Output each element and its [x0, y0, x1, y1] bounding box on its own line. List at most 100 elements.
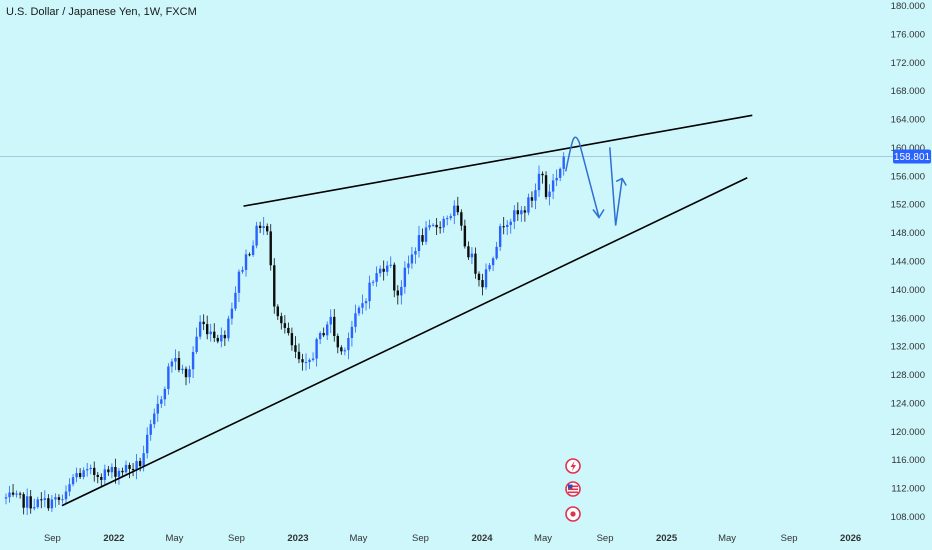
candle-body [100, 476, 103, 480]
candle-body [188, 369, 191, 378]
candle-body [498, 226, 502, 247]
candle-body [562, 156, 565, 169]
candle-body [244, 254, 248, 270]
candle-body [364, 301, 368, 304]
candle-body [78, 473, 82, 477]
candle-body [251, 245, 255, 256]
y-tick-label: 168.000 [891, 86, 925, 97]
candle-body [85, 469, 89, 471]
candle-body [156, 403, 159, 414]
candle-body [474, 253, 477, 274]
candle-body [25, 496, 29, 508]
candle-body [294, 345, 297, 352]
candle-body [534, 190, 537, 201]
x-tick-label: Sep [228, 533, 245, 544]
us-flag-icon[interactable] [565, 481, 581, 497]
x-tick-label: 2022 [103, 533, 124, 544]
candle-body [435, 224, 438, 228]
candle-body [198, 321, 202, 337]
candle-body [33, 507, 36, 509]
candle-body [89, 467, 92, 470]
event-icons[interactable] [565, 458, 581, 522]
candle-body [138, 461, 142, 467]
candle-body [131, 468, 135, 471]
candle-body [484, 269, 488, 288]
candle-body [170, 361, 174, 367]
projection-up-leg [609, 147, 623, 226]
y-tick-label: 176.000 [891, 29, 925, 40]
candle-body [438, 227, 442, 229]
candle-body [273, 265, 276, 307]
candle-body [297, 351, 301, 360]
candle-body [378, 268, 382, 274]
record-icon[interactable] [565, 506, 581, 522]
candle-body [230, 308, 234, 319]
candle-body [308, 359, 311, 363]
candle-body [177, 357, 181, 370]
candles-layer [4, 152, 565, 515]
candle-body [103, 469, 107, 480]
candle-body [216, 337, 219, 342]
candle-body [520, 210, 523, 215]
candle-body [523, 210, 527, 213]
candle-body [350, 326, 354, 339]
projection-down-leg [564, 136, 600, 218]
candle-body [93, 467, 96, 475]
x-tick-label: 2023 [287, 533, 308, 544]
candle-body [301, 359, 304, 363]
candle-body [68, 484, 71, 492]
candle-body [513, 210, 516, 222]
candle-body [36, 499, 39, 508]
candle-body [463, 225, 467, 247]
candle-body [446, 218, 449, 220]
y-tick-label: 152.000 [891, 200, 925, 211]
candle-body [318, 333, 322, 340]
candle-body [460, 212, 463, 226]
candle-body [283, 323, 287, 328]
candle-body [57, 497, 61, 500]
candle-body [467, 246, 470, 258]
projection-path [564, 136, 627, 226]
candle-body [145, 434, 149, 454]
chart-title: U.S. Dollar / Japanese Yen, 1W, FXCM [6, 6, 197, 18]
candle-body [456, 205, 460, 213]
y-tick-label: 140.000 [891, 285, 925, 296]
candle-body [382, 268, 385, 272]
candle-body [128, 464, 131, 469]
y-tick-label: 148.000 [891, 228, 925, 239]
y-tick-label: 132.000 [891, 342, 925, 353]
candle-body [255, 225, 258, 246]
y-tick-label: 120.000 [891, 427, 925, 438]
candle-body [481, 280, 484, 288]
y-tick-label: 128.000 [891, 370, 925, 381]
candle-body [329, 316, 332, 325]
candle-body [266, 226, 269, 232]
x-tick-label: Sep [412, 533, 429, 544]
y-tick-label: 164.000 [891, 115, 925, 126]
candle-body [361, 303, 364, 308]
candle-body [241, 269, 244, 272]
candle-body [537, 173, 541, 191]
x-tick-label: 2026 [840, 533, 861, 544]
candle-body [195, 336, 198, 352]
candle-body [502, 226, 505, 228]
candle-body [322, 333, 325, 336]
candle-body [50, 499, 54, 509]
y-tick-label: 160.000 [891, 143, 925, 154]
candle-body [304, 362, 308, 364]
candle-body [368, 282, 371, 302]
y-tick-label: 116.000 [891, 455, 925, 466]
candle-body [340, 347, 343, 352]
candle-body [343, 350, 347, 352]
candle-body [47, 498, 50, 509]
x-tick-label: 2024 [471, 533, 493, 544]
trendline-upper [243, 114, 753, 207]
candle-body [551, 180, 555, 192]
candle-body [428, 225, 431, 228]
candle-body [555, 177, 558, 181]
candle-body [191, 351, 195, 370]
flash-icon[interactable] [565, 458, 581, 474]
candle-body [54, 497, 57, 500]
candle-body [544, 175, 548, 197]
